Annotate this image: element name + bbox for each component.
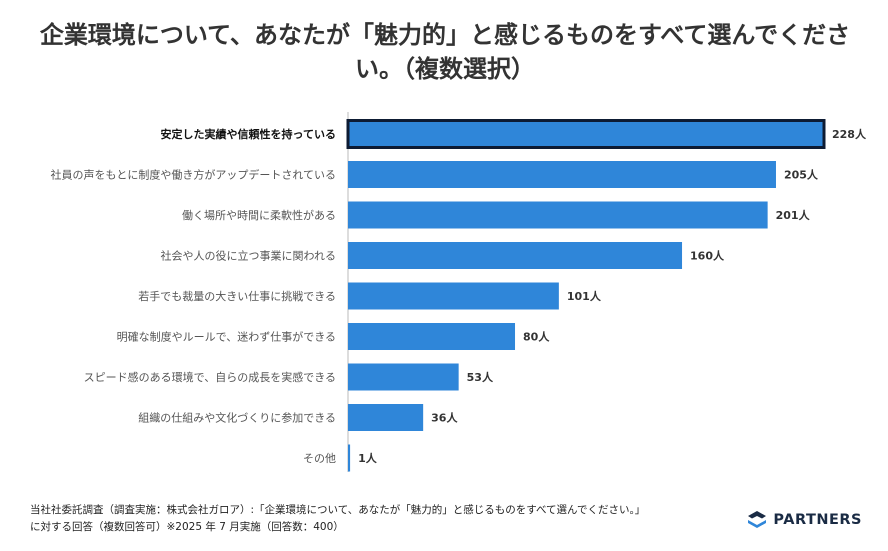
- value-label: 228人: [832, 127, 867, 141]
- bar: [348, 161, 776, 188]
- category-label: 若手でも裁量の大きい仕事に挑戦できる: [138, 289, 336, 303]
- category-label: スピード感のある環境で、自らの成長を実感できる: [84, 370, 336, 384]
- value-label: 53人: [467, 370, 494, 384]
- bar: [348, 242, 683, 269]
- category-label: 明確な制度やルールで、迷わず仕事ができる: [117, 330, 336, 344]
- footnote: 当社社委託調査（調査実施：株式会社ガロア）:「企業環境について、あなたが「魅力的…: [30, 502, 645, 536]
- bar: [348, 282, 559, 310]
- footnote-line-1: 当社社委託調査（調査実施：株式会社ガロア）:「企業環境について、あなたが「魅力的…: [30, 504, 646, 516]
- bar-chart: 安定した実績や信頼性を持っている 228人社員の声をもとに制度や働き方がアップデー…: [51, 112, 867, 472]
- value-label: 160人: [690, 249, 725, 263]
- category-label: 安定した実績や信頼性を持っている: [161, 127, 336, 141]
- value-label: 1人: [358, 451, 378, 465]
- bar: [348, 404, 424, 431]
- value-label: 101人: [567, 289, 602, 303]
- value-label: 36人: [431, 411, 458, 425]
- chart-title: 企業環境について、あなたが「魅力的」と感じるものをすべて選んでください。（複数選…: [39, 21, 851, 83]
- bar: [348, 444, 351, 472]
- bar-highlighted: [346, 119, 826, 149]
- bar: [348, 323, 516, 350]
- category-label: 組織の仕組みや文化づくりに参加できる: [138, 411, 336, 425]
- value-label: 201人: [776, 208, 811, 222]
- value-label: 205人: [784, 168, 819, 182]
- category-label: その他: [303, 452, 336, 465]
- bar: [348, 201, 768, 229]
- partners-logo-icon: [748, 511, 767, 528]
- category-label: 社員の声をもとに制度や働き方がアップデートされている: [51, 168, 336, 182]
- logo-text: PARTNERS: [773, 512, 862, 528]
- value-label: 80人: [523, 330, 550, 344]
- bar: [348, 363, 459, 391]
- bars-layer: 安定した実績や信頼性を持っている 228人社員の声をもとに制度や働き方がアップデー…: [51, 112, 867, 472]
- partners-logo: PARTNERS: [747, 510, 862, 530]
- category-label: 働く場所や時間に柔軟性がある: [182, 208, 336, 222]
- category-label: 社会や人の役に立つ事業に関われる: [161, 249, 336, 263]
- footnote-line-2: に対する回答（複数回答可）※2025 年 7 月実施（回答数：400）: [30, 521, 344, 533]
